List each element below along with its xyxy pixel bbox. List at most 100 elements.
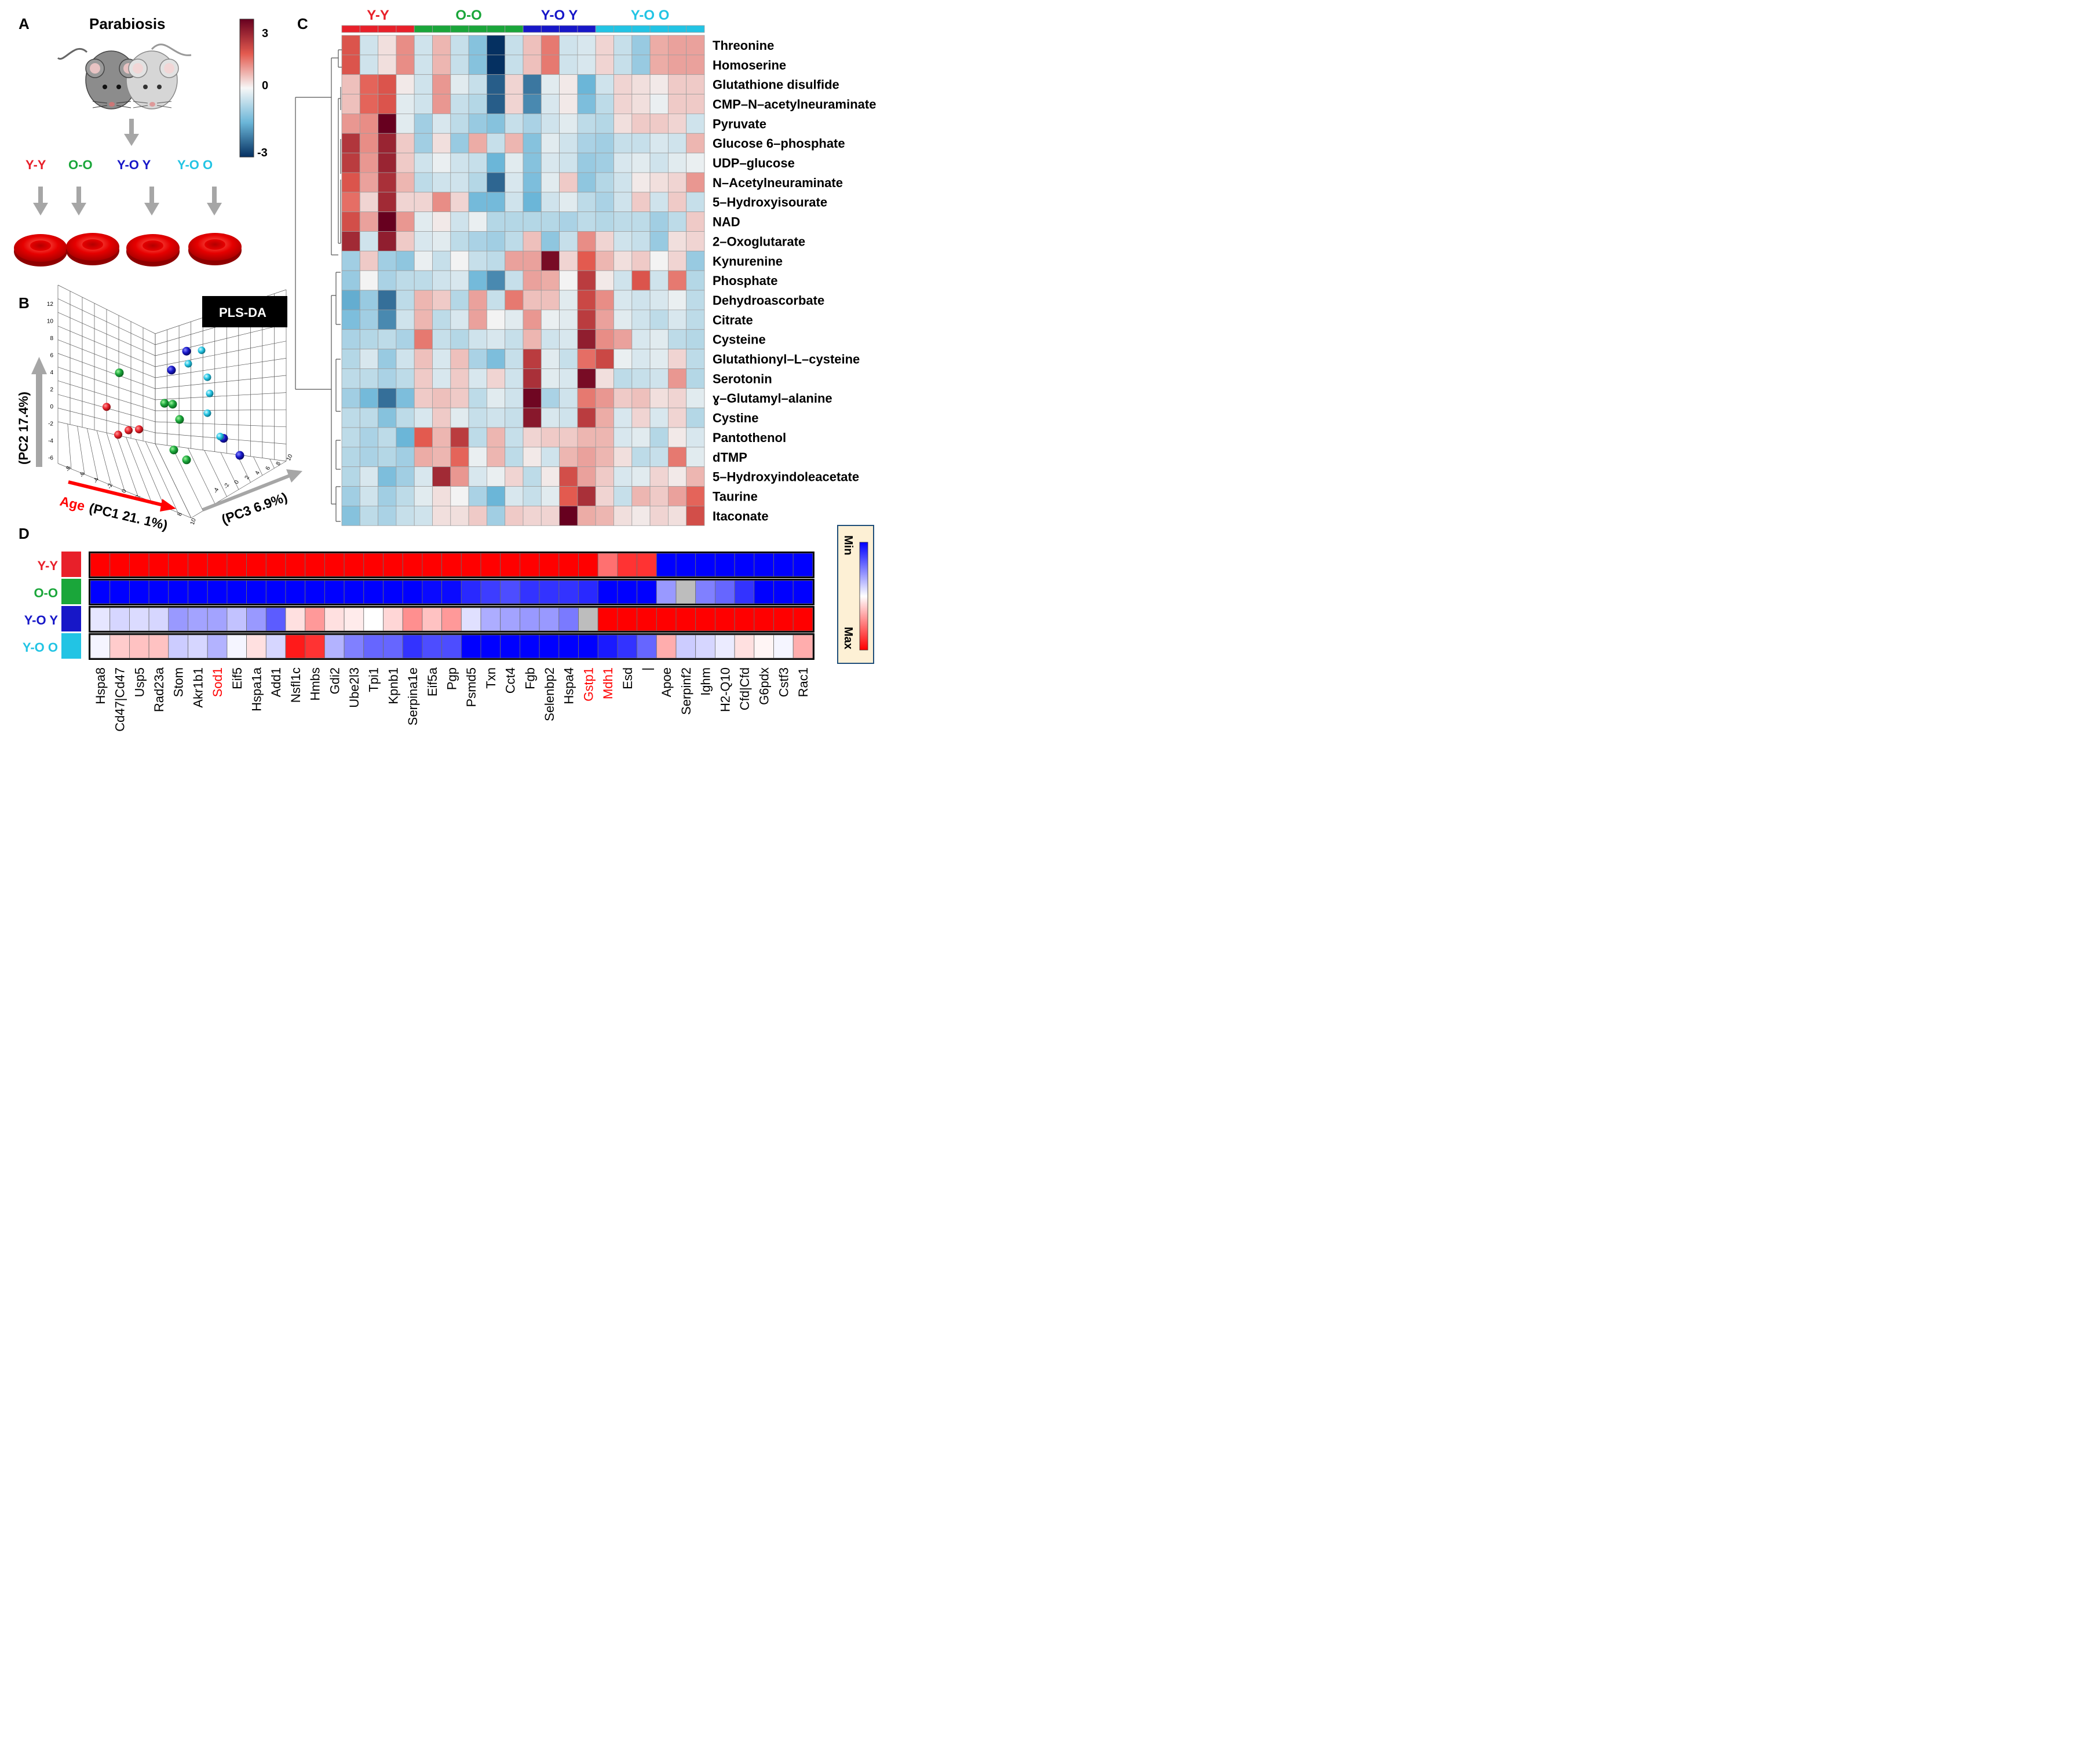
group-bar-segment: [595, 25, 614, 33]
heatmap-cell: [396, 486, 415, 506]
protein-label: Usp5: [132, 667, 147, 697]
heatmap-cell: [613, 368, 633, 389]
heatmap-cell: [450, 270, 469, 291]
heatmap-c-colorbar: 3 0 -3: [239, 19, 268, 159]
grid-line: [96, 430, 112, 485]
heatmap-cell: [487, 388, 506, 408]
pc3-axis-arrow: [202, 469, 302, 512]
heatmap-cell: [432, 35, 451, 56]
heatmap-cell: [378, 427, 397, 448]
pc1-tick: 10: [189, 517, 198, 526]
pc2-tick: -2: [48, 421, 53, 428]
heatmap-cell: [359, 447, 378, 468]
heatmap-cell: [577, 152, 596, 173]
heatmap-cell: [450, 74, 469, 94]
heatmap-cell: [383, 553, 403, 577]
heatmap-cell: [414, 211, 433, 232]
heatmap-cell: [668, 270, 687, 291]
heatmap-cell: [305, 634, 325, 659]
heatmap-cell: [285, 607, 306, 631]
heatmap-cell: [613, 113, 633, 134]
metabolite-label: Threonine: [713, 38, 774, 53]
heatmap-cell: [558, 607, 579, 631]
heatmap-cell: [577, 329, 596, 349]
heatmap-cell: [577, 94, 596, 114]
heatmap-cell: [559, 211, 578, 232]
heatmap-cell: [523, 35, 542, 56]
heatmap-cell: [649, 270, 669, 291]
heatmap-cell: [450, 427, 469, 448]
heatmap-cell: [450, 133, 469, 154]
pc1-axis-age: Age: [59, 494, 86, 514]
heatmap-cell: [378, 486, 397, 506]
heatmap-cell: [578, 580, 598, 604]
heatmap-cell: [595, 211, 614, 232]
metabolite-label: Kynurenine: [713, 254, 783, 268]
pc2-tick: 4: [50, 370, 53, 376]
heatmap-cell: [396, 211, 415, 232]
parabiosis-mice-illustration: [57, 43, 192, 109]
heatmap-cell: [432, 133, 451, 154]
heatmap-cell: [305, 553, 325, 577]
scatter-point: [103, 403, 111, 411]
heatmap-cell: [595, 270, 614, 291]
heatmap-cell: [656, 634, 677, 659]
heatmap-cell: [686, 486, 705, 506]
heatmap-cell: [595, 329, 614, 349]
heatmap-cell: [341, 329, 360, 349]
scatter-point: [160, 399, 169, 408]
heatmap-cell: [396, 270, 415, 291]
heatmap-cell: [402, 553, 423, 577]
heatmap-cell: [656, 553, 677, 577]
heatmap-cell: [487, 427, 506, 448]
heatmap-cell: [363, 634, 384, 659]
heatmap-cell: [637, 607, 657, 631]
heatmap-cell: [505, 172, 524, 193]
heatmap-c-group-label: O-O: [455, 8, 481, 23]
heatmap-cell: [378, 231, 397, 251]
grid-line: [188, 448, 216, 504]
panel-label-c: C: [297, 15, 308, 32]
scatter-point: [167, 366, 176, 375]
heatmap-cell: [148, 553, 169, 577]
heatmap-c-cells: [341, 35, 705, 526]
heatmap-cell: [523, 74, 542, 94]
heatmap-cell: [324, 634, 345, 659]
heatmap-cell: [523, 427, 542, 448]
heatmap-cell: [468, 290, 487, 311]
heatmap-cell: [505, 54, 524, 75]
heatmap-cell: [597, 553, 618, 577]
heatmap-cell: [613, 290, 633, 311]
heatmap-cell: [432, 349, 451, 369]
heatmap-cell: [631, 407, 651, 428]
heatmap-cell: [668, 35, 687, 56]
heatmap-cell: [649, 329, 669, 349]
heatmap-cell: [432, 172, 451, 193]
heatmap-cell: [668, 368, 687, 389]
heatmap-cell: [613, 133, 633, 154]
heatmap-cell: [631, 74, 651, 94]
heatmap-cell: [595, 506, 614, 526]
heatmap-cell: [109, 553, 130, 577]
heatmap-cell: [613, 211, 633, 232]
heatmap-cell: [773, 607, 794, 631]
heatmap-cell: [450, 309, 469, 330]
heatmap-cell: [613, 74, 633, 94]
parabiosis-title: Parabiosis: [89, 15, 166, 32]
heatmap-cell: [441, 580, 462, 604]
scatter-point: [203, 373, 211, 381]
heatmap-cell: [359, 250, 378, 271]
heatmap-cell: [414, 329, 433, 349]
heatmap-cell: [695, 553, 715, 577]
heatmap-cell: [480, 580, 501, 604]
heatmap-cell: [432, 329, 451, 349]
panel-label-d: D: [19, 525, 30, 542]
heatmap-cell: [558, 580, 579, 604]
heatmap-cell: [668, 506, 687, 526]
heatmap-cell: [378, 172, 397, 193]
protein-label: Txn: [484, 667, 498, 689]
scatter-point: [216, 433, 224, 440]
protein-label: Cct4: [503, 667, 518, 693]
heatmap-cell: [396, 427, 415, 448]
pc2-axis-label: (PC2 17.4%): [16, 392, 31, 465]
